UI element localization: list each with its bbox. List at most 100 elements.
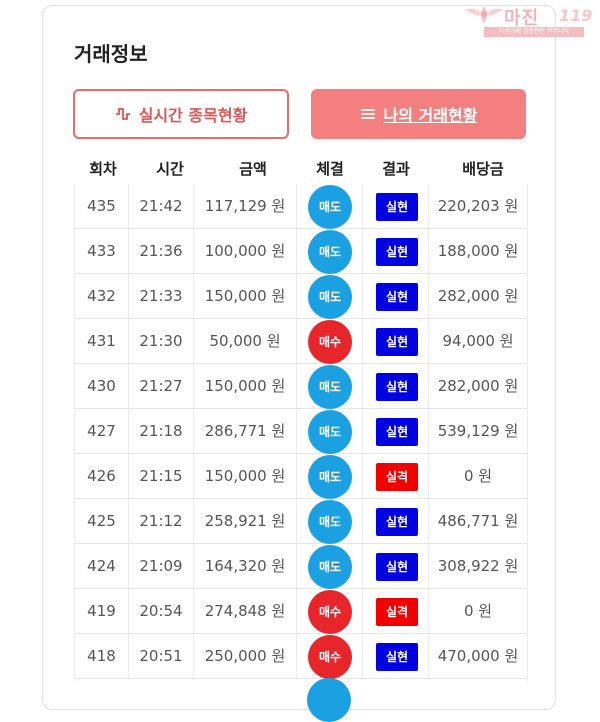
result-cell: 실현 bbox=[363, 229, 429, 273]
execution-cell: 매수 bbox=[297, 319, 363, 364]
execution-cell: 매도 bbox=[297, 499, 363, 544]
amount-cell: 150,000 원 bbox=[194, 274, 297, 318]
watermark-title: 마진 bbox=[504, 8, 540, 29]
time-cell: 21:36 bbox=[129, 229, 194, 273]
amount-cell: 164,320 원 bbox=[194, 544, 297, 588]
execution-cell: 매수 bbox=[297, 589, 363, 634]
result-cell: 실격 bbox=[363, 454, 429, 498]
table-row: 419 20:54 274,848 원 매수 실격 0 원 bbox=[75, 589, 527, 634]
header-round: 회차 bbox=[89, 160, 117, 178]
time-cell: 21:27 bbox=[129, 364, 194, 408]
round-cell: 432 bbox=[75, 274, 129, 318]
realized-badge: 실현 bbox=[376, 283, 418, 311]
round-cell: 427 bbox=[75, 409, 129, 453]
time-cell: 21:33 bbox=[129, 274, 194, 318]
round-cell: 424 bbox=[75, 544, 129, 588]
dividend-cell: 486,771 원 bbox=[437, 512, 519, 530]
realtime-status-label: 실시간 종목현황 bbox=[138, 106, 248, 125]
sell-badge[interactable]: 매도 bbox=[308, 230, 352, 274]
round-cell: 425 bbox=[75, 499, 129, 543]
dividend-cell: 188,000 원 bbox=[437, 242, 519, 260]
table-row: 435 21:42 117,129 원 매도 실현 220,203 원 bbox=[75, 184, 527, 229]
sell-badge[interactable]: 매도 bbox=[308, 365, 352, 409]
execution-cell: 매도 bbox=[297, 544, 363, 589]
dividend-cell: 539,129 원 bbox=[437, 422, 519, 440]
result-cell: 실현 bbox=[363, 499, 429, 543]
result-cell: 실현 bbox=[363, 409, 429, 453]
realized-badge: 실현 bbox=[376, 643, 418, 671]
execution-cell: 매도 bbox=[297, 454, 363, 499]
realtime-status-button[interactable]: 실시간 종목현황 bbox=[73, 89, 289, 139]
disqualified-badge: 실격 bbox=[376, 463, 418, 491]
dividend-cell: 94,000 원 bbox=[442, 332, 514, 350]
amount-cell: 274,848 원 bbox=[194, 589, 297, 633]
wing-emblem-icon bbox=[465, 6, 503, 24]
trade-table[interactable]: 435 21:42 117,129 원 매도 실현 220,203 원 433 21:36 10… bbox=[74, 184, 528, 681]
time-cell: 21:12 bbox=[129, 499, 194, 543]
watermark-logo: 마진 119 마진거래 검증전문 커뮤니티 bbox=[464, 2, 600, 38]
dividend-cell: 282,000 원 bbox=[437, 377, 519, 395]
realized-badge: 실현 bbox=[376, 418, 418, 446]
execution-cell: 매도 bbox=[297, 184, 363, 229]
disqualified-badge: 실격 bbox=[376, 598, 418, 626]
execution-cell: 매도 bbox=[297, 229, 363, 274]
result-cell: 실현 bbox=[363, 544, 429, 588]
table-row: 431 21:30 50,000 원 매수 실현 94,000 원 bbox=[75, 319, 527, 364]
dividend-cell: 308,922 원 bbox=[437, 557, 519, 575]
list-lines-icon bbox=[360, 109, 375, 119]
watermark-tagline: 마진거래 검증전문 커뮤니티 bbox=[484, 27, 584, 37]
round-cell: 435 bbox=[75, 184, 129, 228]
buy-badge[interactable]: 매수 bbox=[308, 590, 352, 634]
round-cell: 418 bbox=[75, 634, 129, 678]
table-row: 424 21:09 164,320 원 매도 실현 308,922 원 bbox=[75, 544, 527, 589]
result-cell: 실현 bbox=[363, 184, 429, 228]
dividend-cell: 220,203 원 bbox=[437, 197, 519, 215]
dividend-cell: 282,000 원 bbox=[437, 287, 519, 305]
dividend-cell: 0 원 bbox=[463, 467, 493, 485]
realized-badge: 실현 bbox=[376, 508, 418, 536]
header-dividend: 배당금 bbox=[462, 160, 504, 178]
my-trades-button[interactable]: 나의 거래현황 bbox=[311, 89, 526, 139]
time-cell: 21:15 bbox=[129, 454, 194, 498]
my-trades-label: 나의 거래현황 bbox=[383, 106, 478, 125]
round-cell: 431 bbox=[75, 319, 129, 363]
buy-badge[interactable]: 매수 bbox=[308, 635, 352, 679]
table-row: 430 21:27 150,000 원 매도 실현 282,000 원 bbox=[75, 364, 527, 409]
header-result: 결과 bbox=[382, 160, 410, 178]
sell-badge[interactable]: 매도 bbox=[308, 275, 352, 319]
time-cell: 21:18 bbox=[129, 409, 194, 453]
sell-badge[interactable]: 매도 bbox=[308, 410, 352, 454]
amount-cell: 50,000 원 bbox=[194, 319, 297, 363]
execution-cell: 매도 bbox=[297, 364, 363, 409]
table-row: 426 21:15 150,000 원 매도 실격 0 원 bbox=[75, 454, 527, 499]
round-cell: 430 bbox=[75, 364, 129, 408]
sell-badge[interactable]: 매도 bbox=[308, 500, 352, 544]
pulse-icon bbox=[115, 108, 130, 120]
sell-badge[interactable]: 매도 bbox=[308, 545, 352, 589]
header-amount: 금액 bbox=[239, 160, 267, 178]
realized-badge: 실현 bbox=[376, 328, 418, 356]
realized-badge: 실현 bbox=[376, 238, 418, 266]
sell-badge[interactable]: 매도 bbox=[308, 455, 352, 499]
realized-badge: 실현 bbox=[376, 553, 418, 581]
next-row-execution-badge bbox=[307, 678, 351, 722]
dividend-cell: 0 원 bbox=[463, 602, 493, 620]
table-row: 427 21:18 286,771 원 매도 실현 539,129 원 bbox=[75, 409, 527, 454]
time-cell: 21:42 bbox=[129, 184, 194, 228]
time-cell: 21:09 bbox=[129, 544, 194, 588]
result-cell: 실현 bbox=[363, 319, 429, 363]
amount-cell: 258,921 원 bbox=[194, 499, 297, 543]
result-cell: 실격 bbox=[363, 589, 429, 633]
table-row: 425 21:12 258,921 원 매도 실현 486,771 원 bbox=[75, 499, 527, 544]
header-time: 시간 bbox=[156, 160, 184, 178]
table-row: 432 21:33 150,000 원 매도 실현 282,000 원 bbox=[75, 274, 527, 319]
sell-badge[interactable]: 매도 bbox=[308, 185, 352, 229]
execution-cell: 매도 bbox=[297, 409, 363, 454]
realized-badge: 실현 bbox=[376, 193, 418, 221]
section-title: 거래정보 bbox=[74, 42, 148, 66]
buy-badge[interactable]: 매수 bbox=[308, 320, 352, 364]
table-row: 418 20:51 250,000 원 매수 실현 470,000 원 bbox=[75, 634, 527, 679]
realized-badge: 실현 bbox=[376, 373, 418, 401]
header-execution: 체결 bbox=[316, 160, 344, 178]
watermark-number: 119 bbox=[559, 6, 593, 25]
